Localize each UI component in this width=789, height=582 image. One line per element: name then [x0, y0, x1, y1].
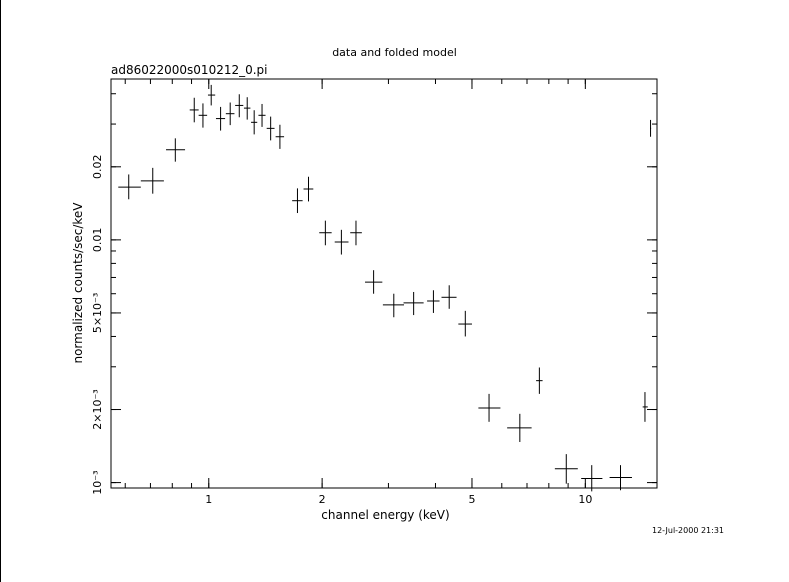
x-tick-label: 10: [578, 493, 592, 506]
data-point: [581, 465, 603, 492]
chart-subtitle: ad86022000s010212_0.pi: [111, 63, 268, 77]
data-point: [207, 84, 216, 106]
x-tick-label: 2: [319, 493, 326, 506]
data-point: [441, 285, 457, 309]
data-point: [235, 94, 244, 118]
plot-frame: [110, 78, 658, 489]
y-tick-label: 10⁻³: [91, 470, 104, 494]
y-tick-label: 0.02: [91, 155, 104, 180]
data-point: [198, 103, 208, 128]
data-point: [334, 229, 349, 255]
data-point: [319, 220, 332, 246]
data-point: [649, 119, 652, 137]
x-axis-label-wrap: channel energy (keV): [0, 508, 789, 522]
x-axis-label: channel energy (keV): [321, 508, 450, 522]
data-point: [303, 176, 314, 202]
data-point: [403, 291, 424, 316]
y-axis-label: normalized counts/sec/keV: [71, 202, 85, 364]
ticks-layer: 1 2 5 10 10⁻³ 2×10⁻³ 5×10⁻³ 0.01 0.02: [91, 79, 657, 506]
data-point: [251, 110, 258, 135]
data-point: [258, 103, 266, 127]
data-point: [275, 124, 285, 149]
data-point: [382, 293, 405, 318]
data-point: [189, 97, 199, 123]
data-point: [536, 367, 543, 394]
data-point: [215, 106, 226, 131]
data-point: [365, 270, 383, 294]
data-point: [292, 188, 303, 214]
data-point: [609, 465, 632, 491]
data-point: [458, 310, 472, 337]
data-points: [118, 84, 652, 492]
data-point: [554, 454, 578, 484]
data-point: [118, 174, 141, 200]
x-tick-label: 5: [468, 493, 475, 506]
y-tick-label: 0.01: [91, 228, 104, 253]
data-point: [243, 97, 251, 120]
data-point: [140, 167, 164, 194]
x-tick-label: 1: [205, 493, 212, 506]
data-point: [507, 413, 532, 442]
data-point: [266, 116, 275, 141]
chart-title: data and folded model: [332, 46, 457, 59]
data-point: [642, 392, 648, 422]
window-left-border: [0, 0, 1, 582]
data-point: [225, 102, 235, 126]
data-point: [478, 393, 501, 422]
y-tick-label: 5×10⁻³: [91, 293, 104, 333]
timestamp: 12-Jul-2000 21:31: [652, 526, 725, 535]
data-point: [427, 290, 440, 313]
y-tick-label: 2×10⁻³: [91, 389, 104, 429]
data-point: [166, 138, 186, 162]
data-point: [350, 220, 362, 246]
